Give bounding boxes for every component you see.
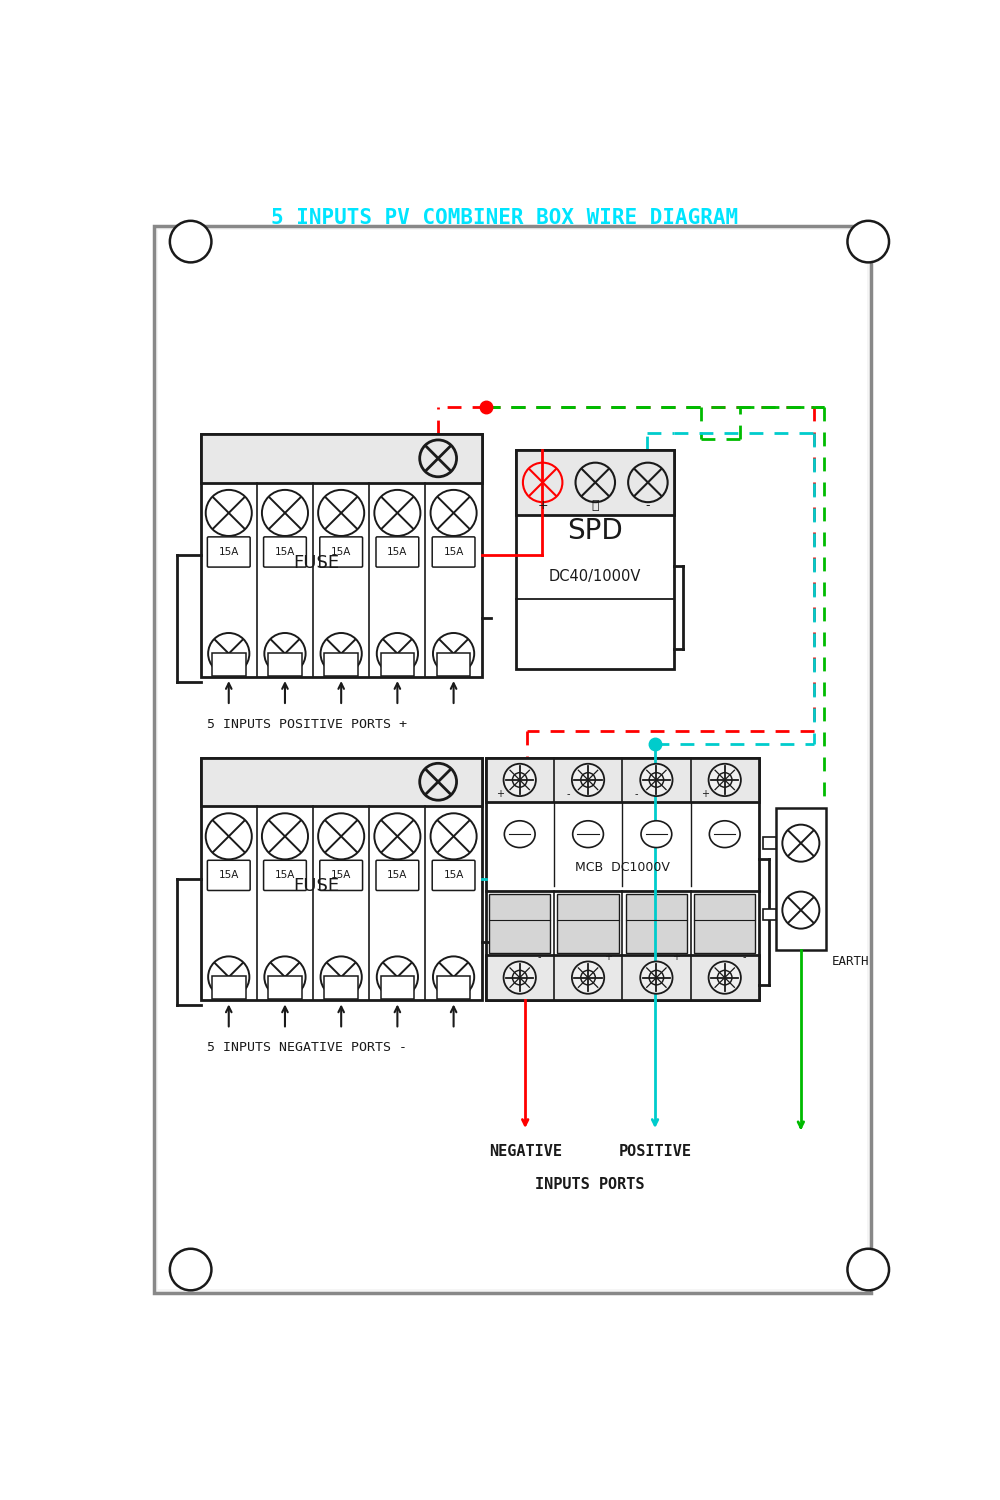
Text: 15A: 15A <box>219 548 239 556</box>
Text: NEGATIVE: NEGATIVE <box>489 1144 562 1160</box>
Bar <box>437 652 470 676</box>
Bar <box>516 450 674 516</box>
Text: FUSE: FUSE <box>293 878 339 896</box>
Circle shape <box>847 1250 889 1290</box>
Text: INPUTS PORTS: INPUTS PORTS <box>535 1178 645 1192</box>
Bar <box>201 758 482 1000</box>
Text: MCB  DC1000V: MCB DC1000V <box>575 861 670 874</box>
Bar <box>486 758 759 1000</box>
Text: SPD: SPD <box>567 516 623 544</box>
Text: 15A: 15A <box>443 548 464 556</box>
Bar <box>324 976 358 999</box>
Text: +: + <box>537 500 548 512</box>
Text: EARTH: EARTH <box>832 956 870 968</box>
Text: +: + <box>604 952 612 962</box>
Bar <box>437 976 470 999</box>
Circle shape <box>640 764 673 796</box>
FancyBboxPatch shape <box>264 537 306 567</box>
Bar <box>486 758 759 802</box>
Bar <box>626 894 687 952</box>
Bar <box>201 433 482 483</box>
Bar <box>212 976 246 999</box>
Bar <box>201 433 482 676</box>
Bar <box>324 652 358 676</box>
Circle shape <box>709 764 741 796</box>
FancyBboxPatch shape <box>207 861 250 891</box>
Bar <box>694 894 755 952</box>
Bar <box>212 652 246 676</box>
Text: 15A: 15A <box>387 870 408 880</box>
FancyBboxPatch shape <box>376 537 419 567</box>
Text: -: - <box>646 500 650 512</box>
Text: ⏚: ⏚ <box>592 500 599 512</box>
Bar <box>381 652 414 676</box>
Text: 5 INPUTS PV COMBINER BOX WIRE DIAGRAM: 5 INPUTS PV COMBINER BOX WIRE DIAGRAM <box>271 209 738 228</box>
Ellipse shape <box>573 821 603 848</box>
FancyBboxPatch shape <box>264 861 306 891</box>
Bar <box>201 758 482 806</box>
Ellipse shape <box>709 821 740 848</box>
Circle shape <box>504 764 536 796</box>
Circle shape <box>847 220 889 262</box>
Ellipse shape <box>504 821 535 848</box>
Bar <box>489 894 550 952</box>
Text: 5 INPUTS NEGATIVE PORTS -: 5 INPUTS NEGATIVE PORTS - <box>207 1041 407 1054</box>
Text: 15A: 15A <box>331 548 351 556</box>
Text: -: - <box>567 789 570 800</box>
Ellipse shape <box>641 821 672 848</box>
FancyBboxPatch shape <box>207 537 250 567</box>
Text: DC40/1000V: DC40/1000V <box>549 570 641 585</box>
Bar <box>268 652 302 676</box>
Bar <box>486 956 759 1000</box>
Text: 15A: 15A <box>275 870 295 880</box>
Circle shape <box>572 962 604 994</box>
Text: 5 INPUTS POSITIVE PORTS +: 5 INPUTS POSITIVE PORTS + <box>207 718 407 730</box>
Bar <box>776 807 826 950</box>
Text: POSITIVE: POSITIVE <box>619 1144 692 1160</box>
Bar <box>516 450 674 669</box>
FancyBboxPatch shape <box>432 861 475 891</box>
Text: +: + <box>672 952 680 962</box>
Text: 15A: 15A <box>331 870 351 880</box>
Circle shape <box>504 962 536 994</box>
Text: +: + <box>701 789 709 800</box>
Circle shape <box>640 962 673 994</box>
Circle shape <box>170 1250 211 1290</box>
FancyBboxPatch shape <box>376 861 419 891</box>
Bar <box>763 909 776 920</box>
FancyBboxPatch shape <box>320 861 363 891</box>
FancyBboxPatch shape <box>320 537 363 567</box>
Circle shape <box>170 220 211 262</box>
Text: 15A: 15A <box>275 548 295 556</box>
Bar <box>381 976 414 999</box>
Circle shape <box>709 962 741 994</box>
Bar <box>268 976 302 999</box>
Text: -: - <box>538 952 541 962</box>
Bar <box>763 837 776 849</box>
Text: +: + <box>496 789 504 800</box>
Text: 15A: 15A <box>387 548 408 556</box>
Text: 15A: 15A <box>443 870 464 880</box>
Text: FUSE: FUSE <box>293 554 339 572</box>
Text: -: - <box>743 952 746 962</box>
Text: -: - <box>635 789 638 800</box>
FancyBboxPatch shape <box>432 537 475 567</box>
Text: 15A: 15A <box>219 870 239 880</box>
Circle shape <box>572 764 604 796</box>
Bar <box>557 894 619 952</box>
